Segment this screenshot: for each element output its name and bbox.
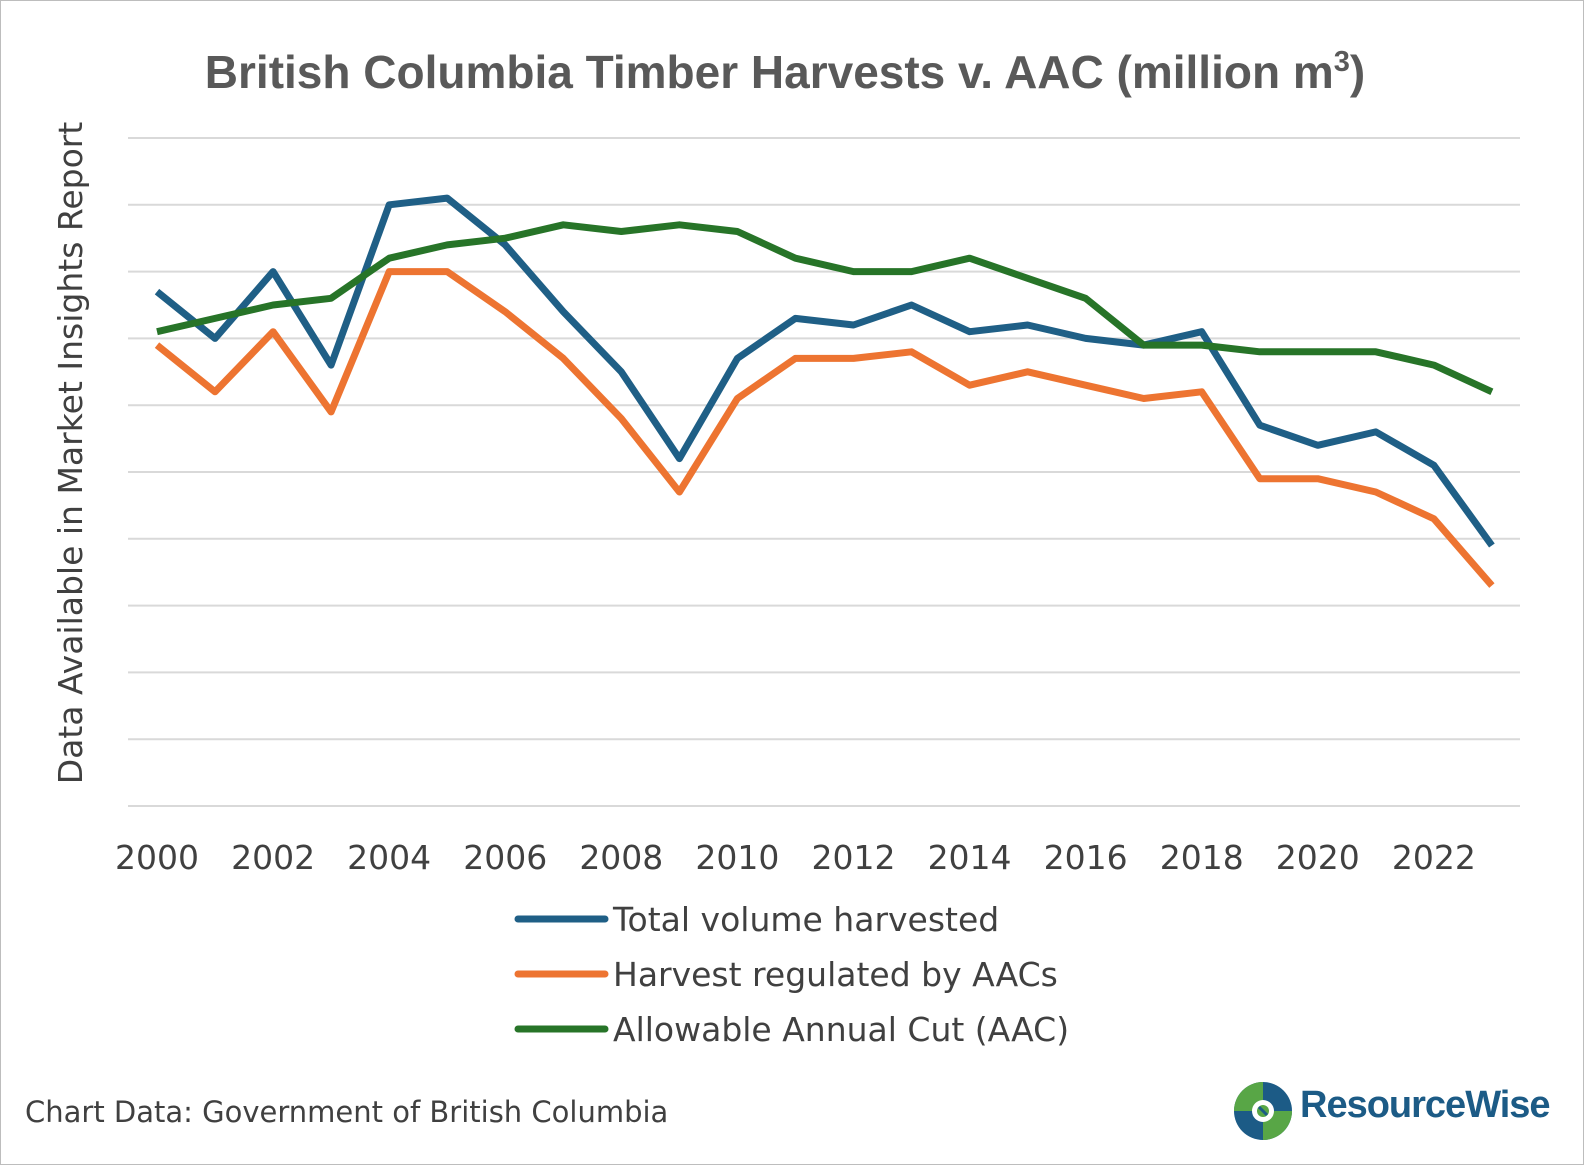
gridlines — [128, 137, 1520, 807]
x-tick-label: 2020 — [1276, 838, 1360, 877]
source-note: Chart Data: Government of British Columb… — [25, 1095, 668, 1129]
y-axis-label: Data Available in Market Insights Report — [51, 122, 90, 785]
x-tick-label: 2018 — [1160, 838, 1244, 877]
x-tick-label: 2010 — [695, 838, 779, 877]
x-tick-label: 2004 — [347, 838, 431, 877]
brand-logo: ResourceWise — [1234, 1082, 1551, 1140]
x-tick-label: 2006 — [463, 838, 547, 877]
resourcewise-logo-icon — [1234, 1082, 1292, 1140]
x-tick-label: 2002 — [231, 838, 315, 877]
chart-title-superscript: 3 — [1334, 46, 1350, 78]
chart-title-suffix: ) — [1350, 46, 1365, 98]
legend-label: Harvest regulated by AACs — [613, 955, 1058, 994]
x-tick-label: 2022 — [1392, 838, 1476, 877]
chart-title: British Columbia Timber Harvests v. AAC … — [205, 46, 1365, 98]
legend-label: Total volume harvested — [612, 900, 999, 939]
chart-title-main: British Columbia Timber Harvests v. AAC … — [205, 46, 1334, 98]
series-lines — [154, 194, 1495, 588]
x-tick-label: 2016 — [1044, 838, 1128, 877]
x-tick-label: 2000 — [115, 838, 199, 877]
x-tick-label: 2014 — [928, 838, 1012, 877]
brand-name: ResourceWise — [1300, 1084, 1550, 1126]
x-axis-tick-labels: 2000 2002 2004 2006 2008 2010 2012 2014 2016 2018… — [115, 838, 1476, 877]
legend: Total volume harvested Harvest regulated … — [514, 900, 1069, 1049]
x-tick-label: 2012 — [811, 838, 895, 877]
series-line-1 — [154, 194, 1495, 548]
x-tick-label: 2008 — [579, 838, 663, 877]
series-line-2 — [154, 268, 1495, 588]
legend-label: Allowable Annual Cut (AAC) — [613, 1010, 1069, 1049]
series-line-3 — [156, 221, 1494, 395]
